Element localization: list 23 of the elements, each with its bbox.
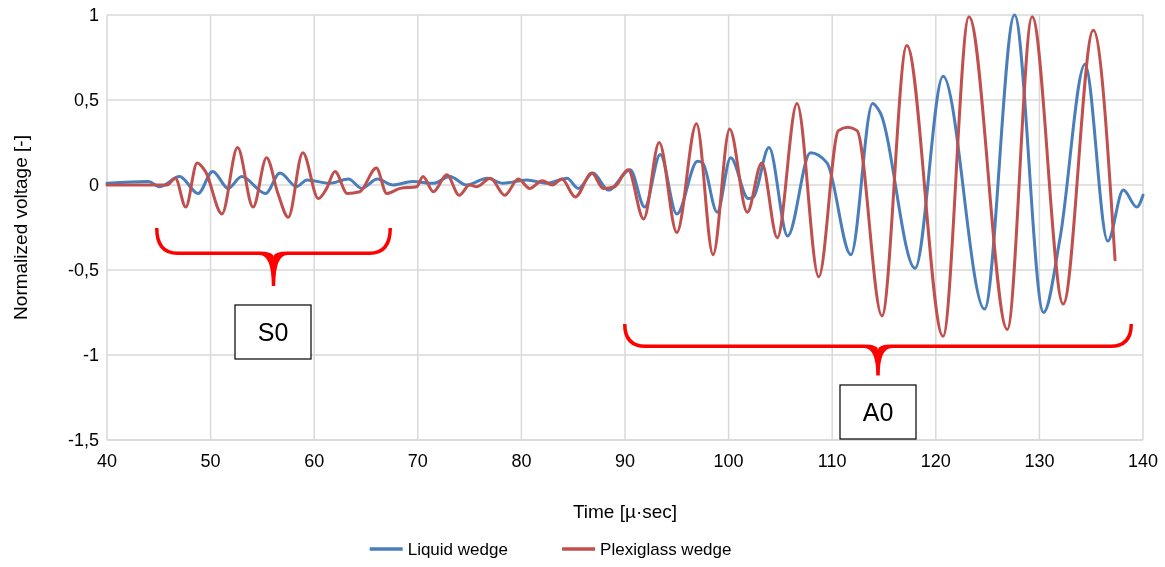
- x-tick-label: 70: [407, 451, 428, 471]
- legend-label: Plexiglass wedge: [600, 539, 732, 559]
- x-tick-label: 110: [817, 451, 847, 471]
- x-tick-label: 60: [304, 451, 325, 471]
- y-tick-label: -1,5: [67, 430, 99, 451]
- x-tick-label: 40: [96, 451, 118, 471]
- x-tick-label: 100: [713, 451, 744, 471]
- y-axis-title: Normalized voltage [-]: [10, 135, 31, 320]
- x-tick-label: 80: [511, 451, 532, 471]
- x-axis-title: Time [µ·sec]: [572, 501, 678, 522]
- y-tick-label: 1: [88, 5, 99, 26]
- y-tick-label: -1: [82, 345, 99, 366]
- x-tick-label: 130: [1024, 451, 1055, 471]
- y-tick-label: -0,5: [67, 260, 99, 281]
- y-tick-label: 0,5: [73, 90, 99, 111]
- x-tick-label: 120: [920, 451, 951, 471]
- x-tick-label: 140: [1127, 451, 1159, 471]
- legend-label: Liquid wedge: [407, 539, 508, 559]
- x-tick-label: 90: [614, 451, 636, 471]
- y-tick-label: 0: [88, 175, 99, 196]
- annotation: A0: [862, 398, 894, 426]
- annotation: S0: [257, 318, 289, 346]
- x-tick-label: 50: [200, 451, 221, 471]
